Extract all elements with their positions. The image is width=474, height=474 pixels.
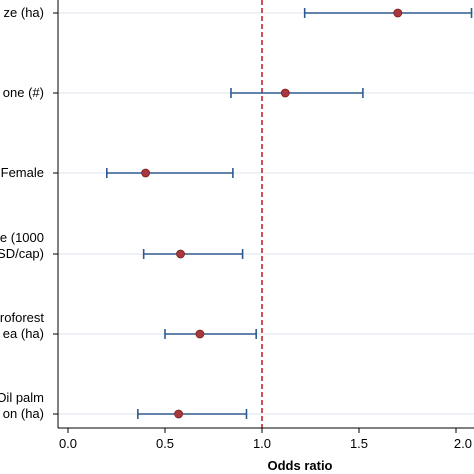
estimate-row — [230, 88, 364, 98]
x-tick-label: 1.0 — [253, 436, 271, 451]
row-label: e (1000 — [0, 230, 44, 245]
row-label: one (#) — [3, 85, 44, 100]
x-tick-label: 0.0 — [59, 436, 77, 451]
x-ticks: 0.0 0.5 1.0 1.5 2.0 — [59, 428, 472, 451]
row-label: roforest — [0, 310, 44, 325]
odds-ratio-point — [174, 409, 183, 419]
estimate-row — [303, 8, 473, 18]
x-tick-label: 0.5 — [156, 436, 174, 451]
x-tick-label: 2.0 — [454, 436, 472, 451]
estimate-row — [106, 168, 234, 178]
row-label: on (ha) — [3, 406, 44, 421]
row-label: ze (ha) — [4, 5, 44, 20]
grid-lines — [58, 12, 474, 415]
axes — [53, 0, 474, 429]
estimate-row — [164, 329, 257, 339]
row-label: SD/cap) — [0, 246, 44, 261]
row-label: Oil palm — [0, 390, 44, 405]
estimates — [106, 8, 473, 419]
odds-ratio-point — [195, 329, 205, 339]
estimate-row — [137, 409, 248, 419]
odds-ratio-point — [393, 8, 403, 18]
estimate-row — [142, 249, 244, 259]
x-tick-label: 1.5 — [350, 436, 368, 451]
odds-ratio-point — [280, 88, 290, 98]
odds-ratio-point — [141, 168, 151, 178]
odds-ratio-point — [176, 249, 185, 259]
row-label: ea (ha) — [3, 326, 44, 341]
row-label: Female — [1, 165, 44, 180]
x-axis-title: Odds ratio — [267, 458, 332, 473]
